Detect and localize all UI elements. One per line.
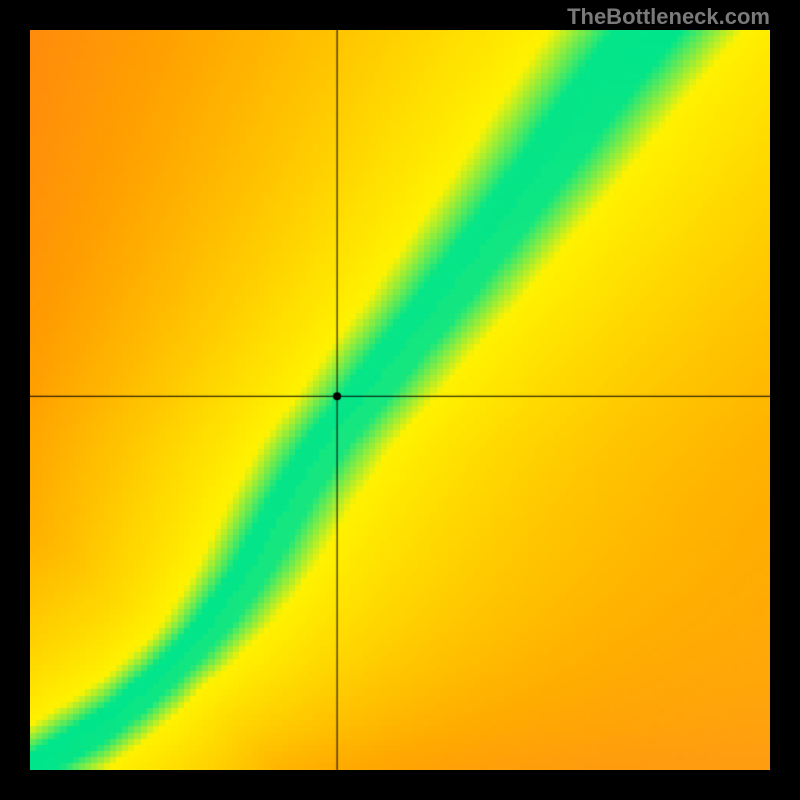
bottleneck-heatmap <box>30 30 770 770</box>
chart-container: TheBottleneck.com <box>0 0 800 800</box>
watermark-text: TheBottleneck.com <box>567 4 770 30</box>
